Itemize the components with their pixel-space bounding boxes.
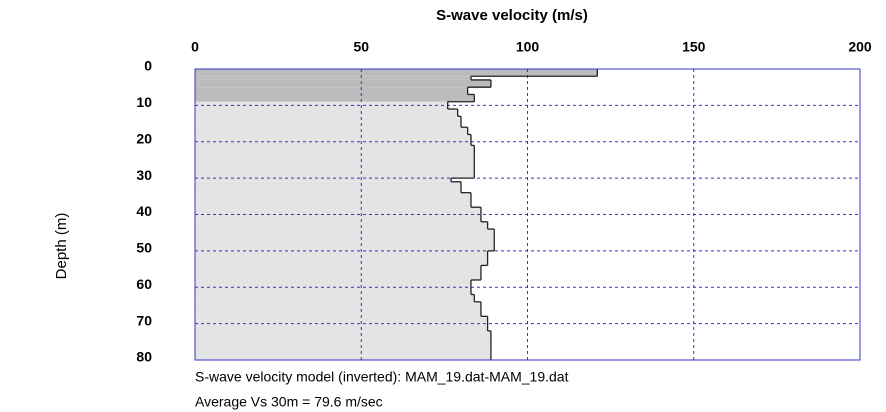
layer xyxy=(195,330,491,346)
layer xyxy=(195,134,471,146)
layer xyxy=(195,192,471,208)
y-tick-label: 50 xyxy=(136,240,152,256)
annotation: Average Vs 30m = 79.6 m/sec xyxy=(195,394,383,410)
y-tick-label: 10 xyxy=(136,94,152,110)
x-tick-label: 200 xyxy=(848,39,872,55)
layer xyxy=(195,345,491,360)
layer xyxy=(195,94,475,102)
layer xyxy=(195,250,488,266)
y-tick-label: 0 xyxy=(144,58,152,74)
layer xyxy=(195,127,468,135)
layer xyxy=(195,109,458,117)
y-axis-label: Depth (m) xyxy=(53,213,70,280)
layer xyxy=(195,279,471,295)
layer xyxy=(195,79,491,88)
x-tick-label: 0 xyxy=(191,39,199,55)
chart-title: S-wave velocity (m/s) xyxy=(436,7,588,24)
layer xyxy=(195,87,468,95)
y-tick-label: 70 xyxy=(136,312,152,328)
y-tick-label: 40 xyxy=(136,203,152,219)
x-tick-label: 150 xyxy=(682,39,706,55)
layer xyxy=(195,145,475,179)
layer xyxy=(195,178,452,182)
x-tick-label: 50 xyxy=(353,39,369,55)
x-tick-label: 100 xyxy=(516,39,540,55)
layer xyxy=(195,265,481,280)
layer xyxy=(195,221,488,230)
annotation: S-wave velocity model (inverted): MAM_19… xyxy=(195,369,569,385)
y-tick-label: 30 xyxy=(136,167,152,183)
layer xyxy=(195,76,471,80)
y-tick-label: 20 xyxy=(136,130,152,146)
layer xyxy=(195,207,481,222)
layer xyxy=(195,69,598,77)
y-tick-label: 80 xyxy=(136,349,152,365)
layer xyxy=(195,181,461,193)
layer xyxy=(195,301,481,317)
plot-frame xyxy=(194,68,861,361)
layer xyxy=(195,294,475,302)
y-tick-label: 60 xyxy=(136,276,152,292)
layer xyxy=(195,229,495,251)
layer xyxy=(195,116,461,128)
